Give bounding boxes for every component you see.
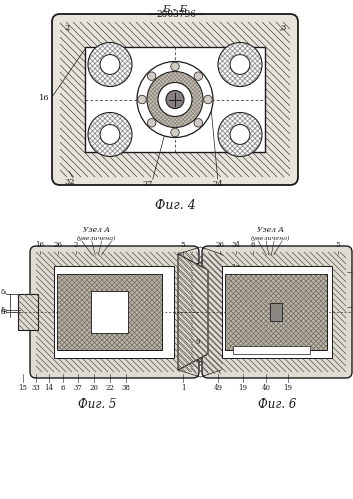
Text: 12: 12 [231, 264, 240, 272]
Text: 3: 3 [280, 24, 286, 32]
Text: Б - Б: Б - Б [162, 5, 188, 14]
Text: 14: 14 [44, 384, 54, 392]
Bar [18, 294, 38, 330]
Text: 6: 6 [251, 241, 255, 249]
Text: 20: 20 [90, 384, 98, 392]
Circle shape [171, 128, 179, 137]
Text: 18: 18 [231, 290, 240, 298]
Circle shape [171, 62, 179, 71]
Text: 13: 13 [231, 277, 240, 285]
Text: Фиг. 6: Фиг. 6 [258, 398, 296, 411]
Text: (увеличено): (увеличено) [250, 236, 290, 241]
Text: 16: 16 [36, 241, 44, 249]
Bar [54, 266, 174, 358]
Text: 5: 5 [336, 241, 340, 249]
Text: Узел А: Узел А [257, 226, 284, 234]
Circle shape [88, 42, 132, 86]
Bar [225, 274, 327, 350]
Circle shape [137, 61, 213, 138]
FancyBboxPatch shape [30, 246, 199, 378]
Circle shape [100, 54, 120, 74]
Bar [91, 291, 128, 333]
Circle shape [218, 112, 262, 157]
Circle shape [148, 72, 156, 80]
Text: 5: 5 [181, 241, 185, 249]
Circle shape [230, 54, 250, 74]
Text: 15: 15 [18, 384, 28, 392]
Circle shape [166, 90, 184, 108]
Text: 22: 22 [106, 384, 114, 392]
Text: 33: 33 [32, 384, 40, 392]
Text: 2003796: 2003796 [156, 10, 196, 19]
Polygon shape [191, 254, 223, 370]
FancyBboxPatch shape [202, 246, 352, 378]
Text: 32: 32 [65, 178, 75, 186]
Circle shape [230, 125, 250, 144]
Circle shape [147, 71, 203, 128]
Text: 40: 40 [262, 384, 270, 392]
FancyBboxPatch shape [52, 14, 298, 185]
Text: 16: 16 [40, 94, 50, 102]
Text: 37: 37 [73, 384, 83, 392]
Text: 19: 19 [239, 384, 247, 392]
Text: 2: 2 [64, 24, 70, 32]
Text: δ₀: δ₀ [0, 309, 7, 315]
Circle shape [100, 125, 120, 144]
Circle shape [158, 82, 192, 116]
Text: 9: 9 [195, 338, 199, 346]
Bar [57, 274, 162, 350]
Text: 49: 49 [214, 384, 222, 392]
Circle shape [204, 95, 212, 104]
Circle shape [218, 42, 262, 86]
Text: 27: 27 [143, 180, 153, 188]
Bar [85, 47, 265, 152]
Circle shape [148, 119, 156, 127]
Circle shape [194, 119, 203, 127]
Text: 21: 21 [231, 303, 240, 311]
Circle shape [138, 95, 146, 104]
Bar [233, 346, 310, 354]
Text: Фиг. 4: Фиг. 4 [155, 199, 195, 212]
Text: Узел А: Узел А [83, 226, 110, 234]
Text: 24: 24 [213, 180, 223, 188]
Text: 8: 8 [226, 316, 231, 324]
Polygon shape [178, 254, 208, 370]
Text: 38: 38 [121, 384, 131, 392]
Bar [270, 303, 282, 321]
Text: 19: 19 [283, 384, 293, 392]
Text: 34: 34 [232, 241, 240, 249]
Circle shape [88, 112, 132, 157]
Text: δ₁: δ₁ [0, 289, 7, 295]
Text: 2: 2 [74, 241, 78, 249]
Text: 6: 6 [61, 384, 65, 392]
Bar [222, 266, 332, 358]
Text: 26: 26 [215, 241, 225, 249]
Circle shape [194, 72, 203, 80]
Text: 34: 34 [231, 316, 240, 324]
Text: Фиг. 5: Фиг. 5 [78, 398, 116, 411]
Text: (увеличено): (увеличено) [77, 236, 116, 241]
Text: 1: 1 [181, 384, 185, 392]
Text: 26: 26 [54, 241, 62, 249]
Text: δ₂: δ₂ [0, 307, 7, 313]
